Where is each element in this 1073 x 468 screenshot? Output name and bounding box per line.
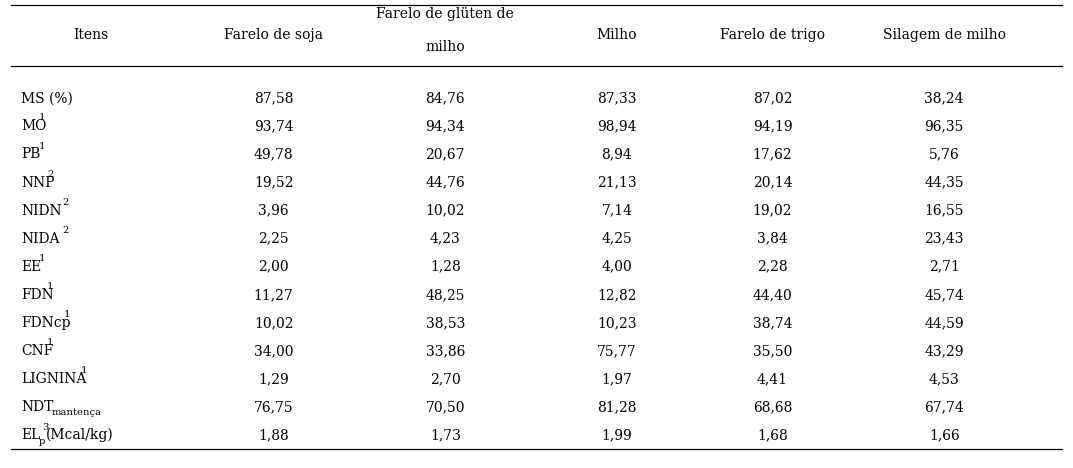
Text: 38,24: 38,24	[925, 91, 964, 105]
Text: FDN: FDN	[21, 288, 55, 302]
Text: 2: 2	[47, 169, 54, 179]
Text: 35,50: 35,50	[753, 344, 792, 358]
Text: 1,28: 1,28	[430, 260, 460, 274]
Text: 48,25: 48,25	[426, 288, 465, 302]
Text: 93,74: 93,74	[254, 119, 293, 133]
Text: 11,27: 11,27	[253, 288, 294, 302]
Text: EE: EE	[21, 260, 42, 274]
Text: 34,00: 34,00	[254, 344, 293, 358]
Text: 2,25: 2,25	[259, 232, 289, 246]
Text: 94,19: 94,19	[753, 119, 792, 133]
Text: 4,25: 4,25	[602, 232, 632, 246]
Text: 4,23: 4,23	[430, 232, 460, 246]
Text: p: p	[39, 437, 45, 446]
Text: 3: 3	[43, 423, 49, 432]
Text: 10,02: 10,02	[254, 316, 293, 330]
Text: 49,78: 49,78	[254, 147, 293, 161]
Text: FDNcp: FDNcp	[21, 316, 71, 330]
Text: 1: 1	[39, 113, 45, 123]
Text: 75,77: 75,77	[597, 344, 637, 358]
Text: 87,02: 87,02	[753, 91, 792, 105]
Text: 1,29: 1,29	[259, 372, 289, 386]
Text: Farelo de trigo: Farelo de trigo	[720, 28, 825, 42]
Text: NIDN: NIDN	[21, 204, 62, 218]
Text: 43,29: 43,29	[925, 344, 964, 358]
Text: 10,02: 10,02	[426, 204, 465, 218]
Text: CNF: CNF	[21, 344, 54, 358]
Text: 2,71: 2,71	[929, 260, 959, 274]
Text: PB: PB	[21, 147, 41, 161]
Text: Itens: Itens	[74, 28, 108, 42]
Text: 1: 1	[47, 338, 54, 347]
Text: (Mcal/kg): (Mcal/kg)	[46, 428, 114, 442]
Text: 2,28: 2,28	[758, 260, 788, 274]
Text: Milho: Milho	[597, 28, 637, 42]
Text: 1: 1	[64, 310, 71, 319]
Text: 1: 1	[39, 254, 45, 263]
Text: 2,00: 2,00	[259, 260, 289, 274]
Text: 23,43: 23,43	[925, 232, 964, 246]
Text: LIGNINA: LIGNINA	[21, 372, 87, 386]
Text: 45,74: 45,74	[924, 288, 965, 302]
Text: 96,35: 96,35	[925, 119, 964, 133]
Text: Farelo de soja: Farelo de soja	[224, 28, 323, 42]
Text: 20,67: 20,67	[426, 147, 465, 161]
Text: 8,94: 8,94	[602, 147, 632, 161]
Text: 5,76: 5,76	[929, 147, 959, 161]
Text: 1,99: 1,99	[602, 428, 632, 442]
Text: 10,23: 10,23	[598, 316, 636, 330]
Text: milho: milho	[426, 40, 465, 54]
Text: mantença: mantença	[52, 408, 101, 417]
Text: MO: MO	[21, 119, 47, 133]
Text: 87,33: 87,33	[598, 91, 636, 105]
Text: 19,52: 19,52	[254, 176, 293, 190]
Text: 16,55: 16,55	[925, 204, 964, 218]
Text: 70,50: 70,50	[426, 400, 465, 414]
Text: 12,82: 12,82	[598, 288, 636, 302]
Text: 3,84: 3,84	[758, 232, 788, 246]
Text: 33,86: 33,86	[426, 344, 465, 358]
Text: 44,59: 44,59	[925, 316, 964, 330]
Text: 94,34: 94,34	[426, 119, 465, 133]
Text: 17,62: 17,62	[753, 147, 792, 161]
Text: 7,14: 7,14	[602, 204, 632, 218]
Text: 1,66: 1,66	[929, 428, 959, 442]
Text: 1: 1	[47, 282, 54, 291]
Text: 87,58: 87,58	[254, 91, 293, 105]
Text: 2,70: 2,70	[430, 372, 460, 386]
Text: 21,13: 21,13	[598, 176, 636, 190]
Text: 2: 2	[62, 226, 69, 235]
Text: 4,00: 4,00	[602, 260, 632, 274]
Text: 98,94: 98,94	[598, 119, 636, 133]
Text: 4,53: 4,53	[929, 372, 959, 386]
Text: 44,40: 44,40	[752, 288, 793, 302]
Text: NNP: NNP	[21, 176, 55, 190]
Text: 1,97: 1,97	[602, 372, 632, 386]
Text: 38,53: 38,53	[426, 316, 465, 330]
Text: 1,73: 1,73	[430, 428, 460, 442]
Text: MS (%): MS (%)	[21, 91, 73, 105]
Text: 1,68: 1,68	[758, 428, 788, 442]
Text: 1: 1	[80, 366, 87, 375]
Text: EL: EL	[21, 428, 41, 442]
Text: 20,14: 20,14	[753, 176, 792, 190]
Text: 4,41: 4,41	[758, 372, 788, 386]
Text: 38,74: 38,74	[753, 316, 792, 330]
Text: 3,96: 3,96	[259, 204, 289, 218]
Text: Silagem de milho: Silagem de milho	[883, 28, 1005, 42]
Text: 76,75: 76,75	[254, 400, 293, 414]
Text: 84,76: 84,76	[426, 91, 465, 105]
Text: Farelo de glüten de: Farelo de glüten de	[377, 7, 514, 21]
Text: 81,28: 81,28	[598, 400, 636, 414]
Text: 44,76: 44,76	[425, 176, 466, 190]
Text: 68,68: 68,68	[753, 400, 792, 414]
Text: 19,02: 19,02	[753, 204, 792, 218]
Text: NIDA: NIDA	[21, 232, 60, 246]
Text: 2: 2	[62, 197, 69, 207]
Text: NDT: NDT	[21, 400, 54, 414]
Text: 1: 1	[39, 141, 45, 151]
Text: 44,35: 44,35	[925, 176, 964, 190]
Text: 67,74: 67,74	[924, 400, 965, 414]
Text: 1,88: 1,88	[259, 428, 289, 442]
